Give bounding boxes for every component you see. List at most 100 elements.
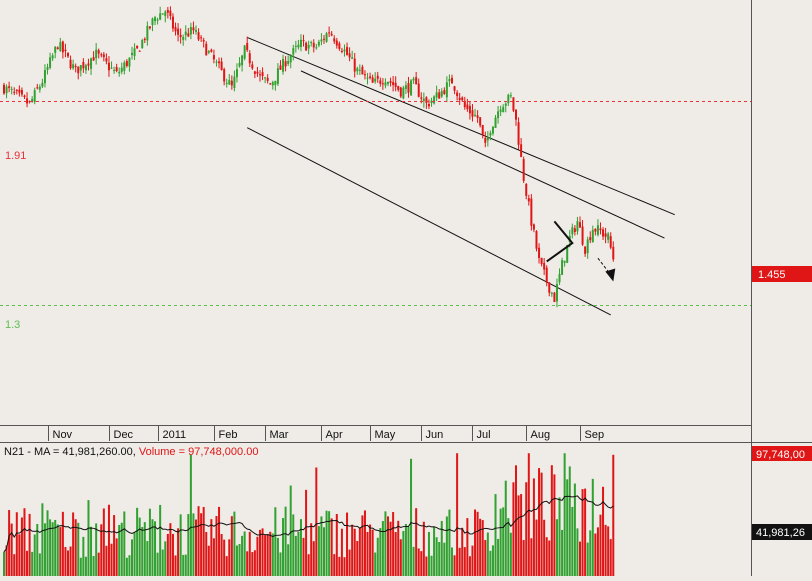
volume-bar [456, 453, 459, 576]
volume-bar [110, 543, 113, 576]
candle-body [253, 71, 256, 74]
candle-body [148, 26, 151, 29]
candle-body [51, 55, 54, 59]
candle-body [530, 198, 533, 226]
candle-body [381, 83, 384, 85]
triangle-pattern [546, 220, 616, 282]
volume-bar [212, 538, 215, 576]
candle-body [548, 282, 551, 293]
candle-body [26, 98, 29, 104]
volume-bar [468, 556, 471, 576]
volume-bar [548, 540, 551, 576]
volume-bar [410, 458, 413, 576]
volume-bar [371, 529, 374, 576]
candle-body [453, 86, 456, 91]
candle-body [90, 58, 93, 69]
volume-bar [338, 556, 341, 576]
volume-bar [148, 508, 151, 576]
candle-body [287, 60, 290, 64]
volume-bar [540, 472, 543, 576]
candle-body [54, 46, 57, 53]
candle-body [374, 78, 377, 82]
candle-body [571, 227, 574, 235]
volume-bar [133, 532, 136, 576]
volume-bar [246, 551, 249, 576]
volume-bar [23, 508, 26, 576]
candle-body [292, 48, 295, 55]
candle-body [468, 105, 471, 114]
candle-body [433, 96, 436, 104]
candle-body [486, 137, 489, 141]
date-tick-label: Apr [326, 429, 343, 441]
volume-bar [125, 557, 128, 576]
volume-bar [189, 454, 192, 576]
volume-bar [266, 534, 269, 576]
volume-bar [591, 478, 594, 576]
volume-bar [102, 508, 105, 576]
volume-bar [166, 533, 169, 576]
volume-bar [215, 515, 218, 576]
volume-bar [358, 527, 361, 576]
volume-bar [105, 545, 108, 576]
volume-bar [299, 519, 302, 576]
candle-body [384, 82, 387, 86]
volume-bar [307, 554, 310, 576]
candle-body [348, 53, 351, 58]
candle-body [235, 69, 238, 78]
volume-bar [82, 536, 85, 576]
candle-body [399, 87, 402, 97]
volume-bar [599, 514, 602, 576]
candle-body [389, 81, 392, 83]
volume-bar [379, 528, 382, 576]
ma-line [3, 495, 614, 553]
volume-bar [56, 524, 59, 576]
candle-body [74, 66, 77, 68]
date-tick-label: Jul [477, 429, 491, 441]
candle-body [266, 77, 269, 81]
candle-body [200, 37, 203, 39]
volume-bar [443, 542, 446, 576]
volume-bar [320, 516, 323, 576]
candle-body [166, 9, 169, 13]
volume-bar [553, 474, 556, 576]
volume-bar [530, 538, 533, 576]
date-tick-label: Aug [531, 429, 551, 441]
volume-bar [131, 539, 133, 576]
volume-bar [561, 529, 564, 576]
ma-value-label: 41,981,26 [756, 527, 805, 539]
volume-bar [555, 519, 558, 576]
volume-bar [340, 528, 343, 576]
volume-bar [440, 520, 443, 576]
volume-bar [520, 494, 523, 576]
candle-body [264, 77, 267, 79]
candle-body [43, 70, 46, 84]
date-axis: Nov Dec 2011 Feb Mar Apr May Jun Jul Aug Sep [53, 429, 605, 441]
volume-bar [335, 514, 338, 576]
volume-bar [269, 531, 272, 576]
candle-body [46, 67, 49, 70]
candle-body [545, 267, 548, 283]
volume-bar [151, 519, 154, 576]
date-tick-label: Dec [114, 429, 134, 441]
candle-body [612, 246, 615, 260]
volume-bar [525, 482, 528, 576]
candle-body [494, 117, 497, 128]
volume-bar [46, 510, 49, 576]
volume-bar [550, 465, 553, 576]
volume-bar [205, 532, 208, 576]
candle-body [8, 86, 11, 88]
volume-bar [289, 485, 292, 576]
volume-bar [479, 518, 482, 576]
candle-body [573, 228, 576, 232]
candle-body [120, 67, 123, 72]
candle-body [289, 55, 292, 63]
candle-body [299, 39, 302, 47]
candle-body [259, 74, 261, 76]
candle-body [315, 47, 318, 49]
candle-body [271, 82, 274, 86]
candle-body [284, 61, 287, 67]
volume-bar [233, 511, 236, 576]
volume-bar [120, 522, 123, 576]
volume-value-label: 97,748,00 [756, 449, 805, 461]
volume-bar [248, 531, 251, 576]
